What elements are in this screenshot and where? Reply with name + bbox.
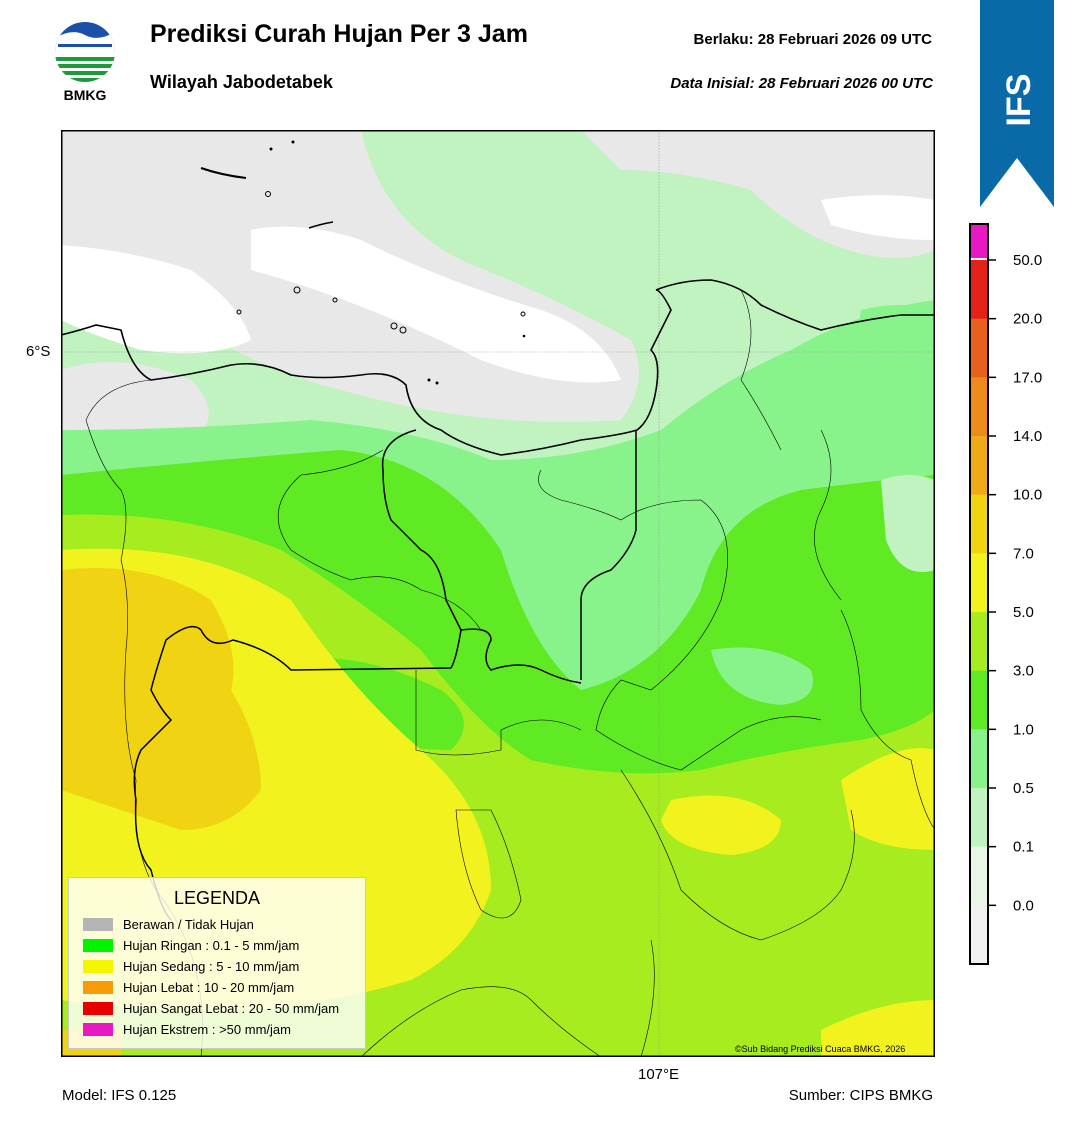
colorbar-segment: [970, 260, 988, 320]
colorbar-segment: [970, 553, 988, 613]
colorbar-segment: [970, 905, 988, 965]
map-copyright: ©Sub Bidang Prediksi Cuaca BMKG, 2026: [735, 1044, 906, 1054]
colorbar-segment: [970, 318, 988, 378]
colorbar-tick-label: 0.0: [1013, 897, 1034, 914]
colorbar-tick-label: 10.0: [1013, 487, 1042, 504]
latitude-label: 6°S: [26, 343, 51, 360]
colorbar-tick-label: 50.0: [1013, 252, 1042, 269]
model-label: Model: IFS 0.125: [62, 1087, 177, 1104]
legend-swatch: [83, 1001, 113, 1015]
legend-item-label: Berawan / Tidak Hujan: [123, 916, 254, 932]
colorbar-tick-label: 14.0: [1013, 428, 1042, 445]
colorbar-tick-label: 5.0: [1013, 604, 1034, 621]
colorbar-tick-label: 3.0: [1013, 663, 1034, 680]
valid-time: Berlaku: 28 Februari 2026 09 UTC: [693, 31, 932, 48]
logo-text: BMKG: [64, 87, 107, 103]
colorbar-segment: [970, 729, 988, 789]
legend-swatch: [83, 917, 113, 931]
colorbar: 50.0 20.0 17.0 14.0 10.0 7.0 5.0 3.0 1.0 0.5 0.1 0.…: [969, 223, 1042, 965]
colorbar-tick-label: 17.0: [1013, 369, 1042, 386]
colorbar-tick-label: 0.5: [1013, 780, 1034, 797]
legend-swatch: [83, 938, 113, 952]
longitude-label: 107°E: [638, 1066, 680, 1083]
colorbar-segment: [970, 788, 988, 848]
legend-item-label: Hujan Sangat Lebat : 20 - 50 mm/jam: [123, 1000, 340, 1016]
colorbar-tick-label: 0.1: [1013, 839, 1034, 856]
legend-item: Hujan Sangat Lebat : 20 - 50 mm/jam: [83, 1000, 339, 1016]
colorbar-segment: [970, 846, 988, 906]
source-label: Sumber: CIPS BMKG: [788, 1087, 933, 1104]
colorbar-tick-label: 20.0: [1013, 311, 1042, 328]
colorbar-segment: [970, 224, 988, 258]
legend-box: LEGENDA Berawan / Tidak Hujan Hujan Ring…: [68, 877, 366, 1049]
bmkg-logo-icon: BMKG: [55, 22, 115, 103]
legend-swatch: [83, 980, 113, 994]
colorbar-tick-label: 7.0: [1013, 545, 1034, 562]
legend-item: Hujan Ekstrem : >50 mm/jam: [83, 1021, 291, 1037]
colorbar-tick-label: 1.0: [1013, 721, 1034, 738]
page-subtitle: Wilayah Jabodetabek: [150, 72, 333, 92]
colorbar-segment: [970, 436, 988, 496]
colorbar-segment: [970, 494, 988, 554]
colorbar-segment: [970, 612, 988, 672]
colorbar-outline: [969, 223, 989, 965]
legend-item: Hujan Ringan : 0.1 - 5 mm/jam: [83, 937, 299, 953]
initial-data-time: Data Inisial: 28 Februari 2026 00 UTC: [670, 75, 933, 92]
page-title: Prediksi Curah Hujan Per 3 Jam: [150, 20, 528, 48]
legend-title: LEGENDA: [173, 888, 261, 908]
legend-swatch: [83, 959, 113, 973]
legend-item: Hujan Sedang : 5 - 10 mm/jam: [83, 958, 299, 974]
legend-item-label: Hujan Sedang : 5 - 10 mm/jam: [123, 958, 300, 974]
colorbar-segment: [970, 670, 988, 730]
legend-swatch: [83, 1022, 113, 1036]
ifs-banner: IFS: [980, 0, 1054, 207]
legend-item-label: Hujan Ekstrem : >50 mm/jam: [123, 1021, 291, 1037]
colorbar-segment: [970, 377, 988, 437]
legend-item-label: Hujan Ringan : 0.1 - 5 mm/jam: [123, 937, 300, 953]
ifs-banner-text: IFS: [1000, 74, 1038, 127]
legend-item: Hujan Lebat : 10 - 20 mm/jam: [83, 979, 294, 995]
legend-item-label: Hujan Lebat : 10 - 20 mm/jam: [123, 979, 295, 995]
legend-item: Berawan / Tidak Hujan: [83, 916, 254, 932]
